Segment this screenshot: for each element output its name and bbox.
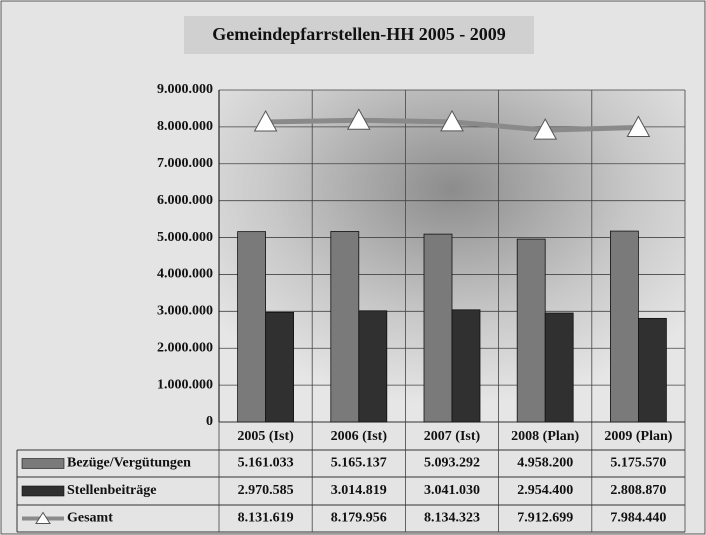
legend-key-marker [35,511,51,524]
table-cell: 2.970.585 [238,483,294,498]
marker [626,115,651,137]
x-tick-label: 2007 (Ist) [424,429,481,444]
y-tick-label: 7.000.000 [157,156,213,171]
x-tick-label: 2009 (Plan) [604,429,672,444]
table-cell: 3.041.030 [424,483,480,498]
bar [544,312,574,423]
legend-key [21,485,65,497]
legend-label: Bezüge/Vergütungen [67,456,191,471]
table-cell: 5.175.570 [610,456,666,471]
table-cell: 4.958.200 [517,456,573,471]
table-cell: 2.954.400 [517,483,573,498]
y-tick-label: 0 [206,414,213,429]
table-cell: 5.161.033 [238,456,294,471]
x-tick-label: 2006 (Ist) [331,429,388,444]
y-tick-label: 1.000.000 [157,377,213,392]
legend-label: Gesamt [67,511,113,526]
y-tick-label: 6.000.000 [157,193,213,208]
table-cell: 3.014.819 [331,483,387,498]
marker [346,108,371,130]
table-cell: 8.179.956 [331,511,387,526]
bar [638,317,667,423]
y-tick-label: 3.000.000 [157,304,213,319]
bar [330,231,360,423]
marker [440,109,464,132]
y-tick-label: 4.000.000 [157,267,213,282]
bar [265,312,295,423]
bar [237,231,267,423]
x-tick-label: 2008 (Plan) [511,429,579,444]
y-tick-label: 9.000.000 [157,82,213,97]
legend-label: Stellenbeiträge [67,483,156,498]
y-tick-label: 2.000.000 [157,340,213,355]
bar [423,233,453,423]
bar [516,238,546,423]
bar [451,309,481,423]
y-tick-label: 8.000.000 [157,119,213,134]
bar [610,230,639,423]
y-tick-label: 5.000.000 [157,230,213,245]
title-box [184,16,534,54]
marker [533,118,558,140]
chart-title: Gemeindepfarrstellen-HH 2005 - 2009 [212,24,505,44]
table-cell: 7.984.440 [610,511,666,526]
table-cell: 5.093.292 [424,456,480,471]
marker [253,109,278,132]
x-tick-label: 2005 (Ist) [237,429,294,444]
table-cell: 8.131.619 [238,511,294,526]
bar [358,310,388,423]
legend-key [21,458,65,469]
table-cell: 8.134.323 [424,511,480,526]
table-cell: 5.165.137 [331,456,387,471]
table-cell: 7.912.699 [517,511,573,526]
table-cell: 2.808.870 [610,483,666,498]
